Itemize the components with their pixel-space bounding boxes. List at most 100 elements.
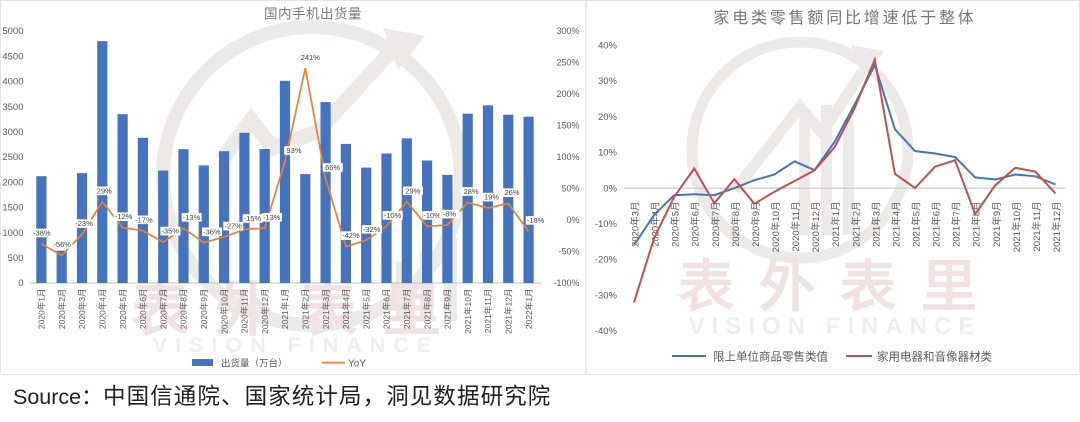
svg-text:家用电器和音像器材类: 家用电器和音像器材类: [877, 350, 992, 364]
svg-text:出货量（万台）: 出货量（万台）: [221, 358, 288, 370]
svg-text:表外表里: 表外表里: [678, 255, 1002, 318]
svg-text:-10%: -10%: [423, 211, 441, 220]
svg-text:2020年6月: 2020年6月: [138, 289, 148, 330]
svg-text:2020年7月: 2020年7月: [158, 289, 168, 330]
svg-text:表外表里: 表外表里: [131, 278, 467, 343]
svg-text:3000: 3000: [2, 127, 23, 138]
svg-text:2021年6月: 2021年6月: [382, 289, 392, 330]
svg-text:0%: 0%: [566, 215, 579, 225]
svg-text:250%: 250%: [556, 58, 579, 68]
svg-text:国内手机出货量: 国内手机出货量: [264, 6, 362, 22]
svg-text:限上单位商品零售类值: 限上单位商品零售类值: [713, 350, 828, 364]
svg-text:1500: 1500: [2, 203, 23, 214]
svg-text:2020年6月: 2020年6月: [690, 202, 702, 247]
svg-text:-20%: -20%: [595, 255, 618, 266]
svg-text:-10%: -10%: [595, 219, 618, 230]
svg-text:-17%: -17%: [135, 215, 153, 224]
svg-text:-42%: -42%: [342, 231, 360, 240]
svg-text:-15%: -15%: [244, 214, 262, 223]
svg-text:2021年4月: 2021年4月: [341, 289, 351, 330]
svg-text:66%: 66%: [325, 163, 340, 172]
svg-text:2021年11月: 2021年11月: [483, 289, 493, 334]
svg-text:2020年5月: 2020年5月: [118, 289, 128, 330]
svg-text:-8%: -8%: [443, 210, 457, 219]
svg-text:-27%: -27%: [224, 222, 242, 231]
svg-text:2020年12月: 2020年12月: [260, 289, 270, 334]
svg-text:2020年4月: 2020年4月: [650, 202, 662, 247]
svg-text:2021年2月: 2021年2月: [301, 289, 311, 330]
svg-text:29%: 29%: [97, 186, 112, 195]
svg-text:4500: 4500: [2, 51, 23, 62]
svg-text:2020年5月: 2020年5月: [670, 202, 682, 247]
svg-text:2021年4月: 2021年4月: [890, 202, 902, 247]
svg-text:2021年3月: 2021年3月: [321, 289, 331, 330]
svg-text:200%: 200%: [556, 89, 579, 99]
svg-text:150%: 150%: [556, 121, 579, 131]
svg-text:100%: 100%: [556, 152, 579, 162]
svg-text:YoY: YoY: [348, 359, 366, 370]
svg-text:-32%: -32%: [363, 225, 381, 234]
svg-text:2020年8月: 2020年8月: [179, 289, 189, 330]
svg-text:28%: 28%: [463, 187, 478, 196]
svg-text:2020年10月: 2020年10月: [770, 202, 782, 253]
svg-text:-12%: -12%: [115, 212, 133, 221]
svg-text:-40%: -40%: [595, 326, 618, 337]
svg-text:-10%: -10%: [384, 211, 402, 220]
svg-text:19%: 19%: [484, 193, 499, 202]
svg-text:2020年9月: 2020年9月: [199, 289, 209, 330]
svg-text:2000: 2000: [2, 177, 23, 188]
svg-text:2021年10月: 2021年10月: [1011, 202, 1023, 253]
svg-text:2021年3月: 2021年3月: [870, 202, 882, 247]
svg-text:-23%: -23%: [75, 219, 93, 228]
svg-text:10%: 10%: [598, 148, 618, 159]
svg-text:2020年2月: 2020年2月: [57, 289, 67, 330]
svg-text:-38%: -38%: [33, 229, 51, 238]
svg-text:2020年1月: 2020年1月: [37, 289, 47, 330]
svg-text:-13%: -13%: [263, 213, 281, 222]
svg-text:2021年7月: 2021年7月: [951, 202, 963, 247]
svg-text:2021年11月: 2021年11月: [1031, 202, 1043, 252]
svg-text:241%: 241%: [301, 53, 321, 62]
svg-text:2020年11月: 2020年11月: [240, 289, 250, 334]
svg-text:30%: 30%: [598, 76, 618, 87]
svg-text:50%: 50%: [561, 184, 579, 194]
svg-text:-56%: -56%: [53, 240, 71, 249]
svg-text:2021年12月: 2021年12月: [504, 289, 514, 334]
svg-text:2021年5月: 2021年5月: [361, 289, 371, 330]
svg-text:-35%: -35%: [161, 227, 179, 236]
svg-text:93%: 93%: [286, 146, 301, 155]
svg-text:2020年9月: 2020年9月: [750, 202, 762, 247]
svg-text:家电类零售额同比增速低于整体: 家电类零售额同比增速低于整体: [713, 9, 976, 27]
svg-text:-30%: -30%: [595, 290, 618, 301]
svg-text:5000: 5000: [2, 26, 23, 37]
svg-text:2500: 2500: [2, 152, 23, 163]
svg-text:2020年8月: 2020年8月: [730, 202, 742, 247]
svg-text:2021年10月: 2021年10月: [463, 289, 473, 334]
svg-text:-36%: -36%: [203, 227, 221, 236]
svg-text:-13%: -13%: [183, 213, 201, 222]
svg-text:2021年9月: 2021年9月: [991, 202, 1003, 247]
svg-text:300%: 300%: [556, 26, 579, 36]
svg-text:Source：中国信通院、国家统计局，洞见数据研究院: Source：中国信通院、国家统计局，洞见数据研究院: [13, 384, 551, 409]
svg-text:2020年3月: 2020年3月: [77, 289, 87, 330]
svg-text:-18%: -18%: [527, 216, 545, 225]
svg-text:VISION FINANCE: VISION FINANCE: [689, 313, 982, 340]
svg-text:2020年7月: 2020年7月: [710, 202, 722, 247]
svg-text:2021年5月: 2021年5月: [911, 202, 923, 247]
svg-text:2020年10月: 2020年10月: [219, 289, 229, 334]
svg-text:500: 500: [8, 253, 24, 264]
svg-text:1000: 1000: [2, 228, 23, 239]
svg-text:2020年4月: 2020年4月: [98, 289, 108, 330]
svg-text:2021年7月: 2021年7月: [402, 289, 412, 330]
svg-text:2020年12月: 2020年12月: [810, 202, 822, 253]
svg-text:2021年6月: 2021年6月: [931, 202, 943, 247]
svg-text:2021年2月: 2021年2月: [850, 202, 862, 247]
svg-text:-100%: -100%: [553, 278, 579, 288]
svg-text:20%: 20%: [598, 112, 618, 123]
svg-text:2020年11月: 2020年11月: [790, 202, 802, 252]
svg-text:0%: 0%: [603, 183, 617, 194]
svg-text:29%: 29%: [405, 186, 420, 195]
svg-text:4000: 4000: [2, 77, 23, 88]
svg-text:2021年1月: 2021年1月: [830, 202, 842, 247]
svg-text:2021年12月: 2021年12月: [1051, 202, 1063, 253]
